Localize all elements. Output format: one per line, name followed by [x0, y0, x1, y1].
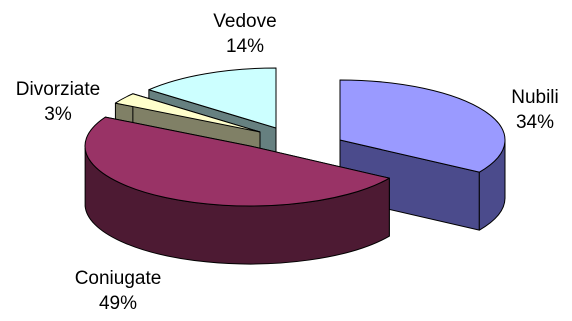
- slice-percent-label-vedove: 14%: [226, 36, 264, 57]
- slice-percent-label-nubili: 34%: [516, 112, 554, 133]
- slice-name-label-nubili: Nubili: [511, 87, 559, 108]
- pie-slice-top-vedove: [148, 67, 277, 129]
- pie-slice-nubili: [339, 79, 506, 231]
- pie-slice-top-divorziate: [114, 93, 261, 133]
- pie-slice-coniugate: [84, 116, 390, 265]
- slice-name-label-coniugate: Coniugate: [75, 268, 162, 289]
- pie-slice-top-nubili: [339, 79, 506, 173]
- slice-name-label-vedove: Vedove: [213, 11, 276, 32]
- slice-percent-label-divorziate: 3%: [44, 104, 72, 125]
- pie-slice-top-coniugate: [84, 116, 390, 207]
- slice-name-label-divorziate: Divorziate: [16, 79, 100, 100]
- slice-percent-label-coniugate: 49%: [99, 293, 137, 314]
